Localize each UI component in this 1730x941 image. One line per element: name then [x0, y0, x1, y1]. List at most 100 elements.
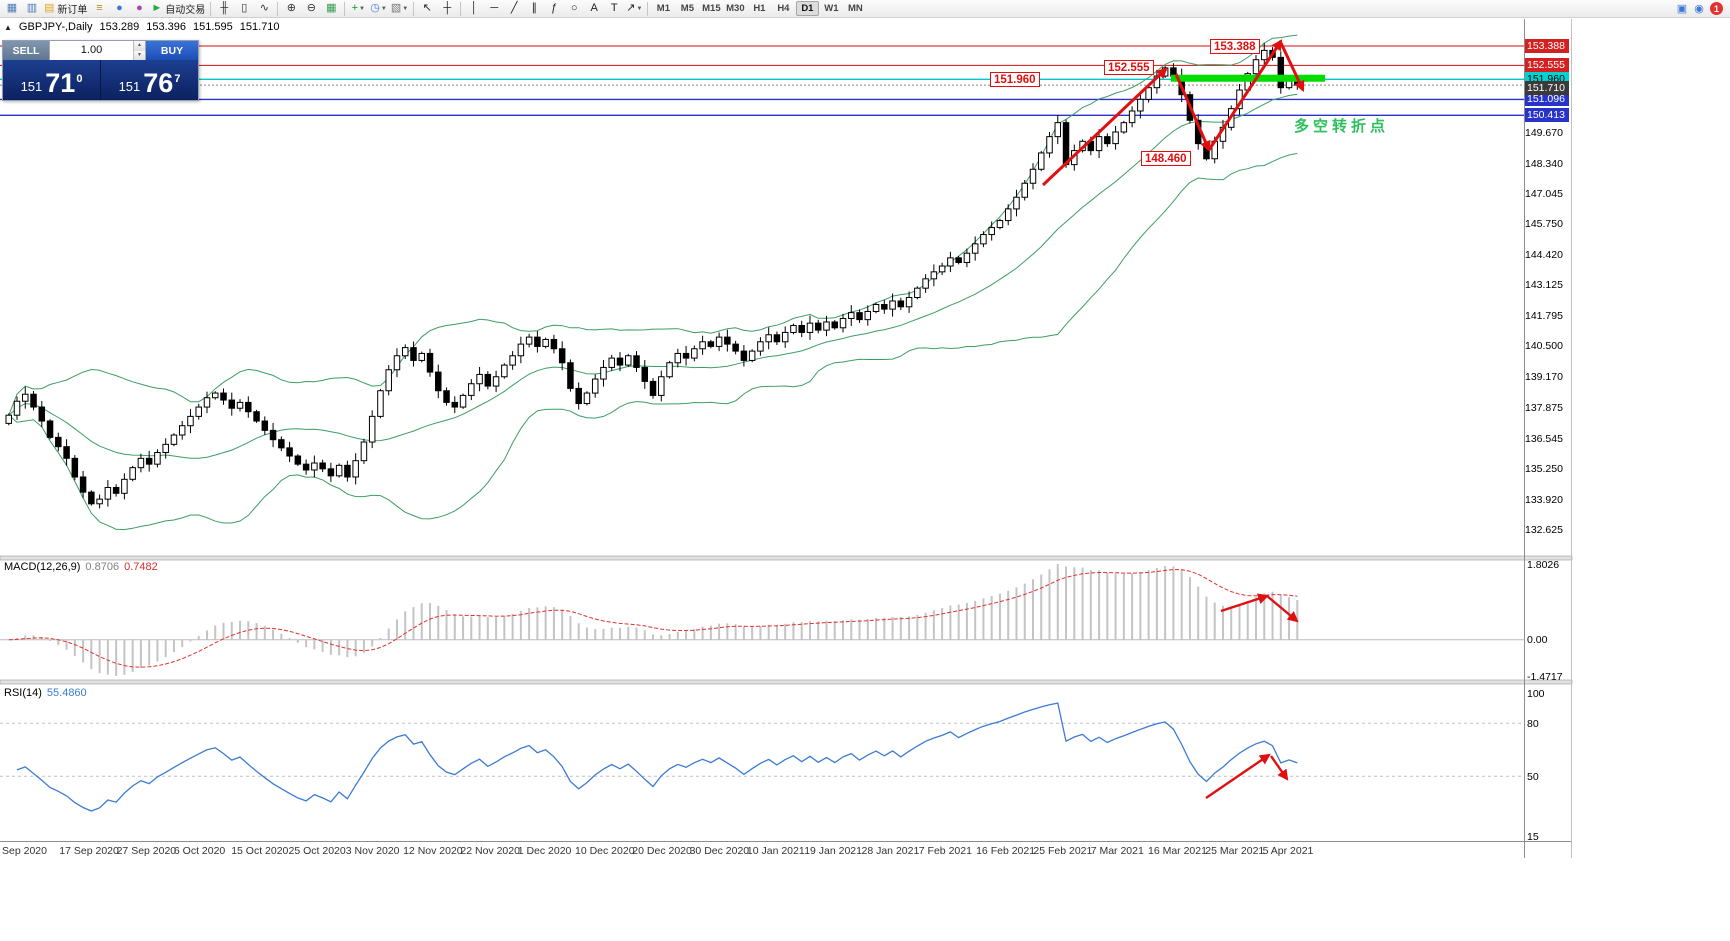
annotation-note[interactable]: 多空转折点	[1294, 118, 1390, 135]
arrows-icon: ↗	[626, 2, 636, 14]
candle-body	[897, 300, 905, 308]
candle-body	[1038, 152, 1045, 170]
macd-arrow[interactable]	[1220, 593, 1270, 613]
auto-trading-button-label: 自动交易	[165, 5, 206, 16]
depth-of-market-icon[interactable]: ≡	[89, 1, 109, 17]
bid-price[interactable]: 151 71 0	[3, 60, 100, 100]
candle-body	[848, 312, 855, 319]
bollinger-lower	[8, 152, 1298, 531]
metaquotes-community-icon[interactable]: ▣	[1676, 3, 1688, 15]
crosshair-icon[interactable]: ┼	[437, 1, 457, 17]
auto-trading-button[interactable]: ► 自动交易	[149, 1, 207, 17]
timeframe-h4[interactable]: H4	[777, 3, 790, 14]
candle-body	[691, 348, 698, 359]
timeframe-d1[interactable]: D1	[795, 1, 819, 16]
rsi-axis-label: 50	[1527, 771, 1539, 784]
candle-body	[443, 390, 450, 403]
arrows-icon[interactable]: ↗ ▼	[624, 1, 644, 17]
templates-icon[interactable]: ▧ ▼	[389, 1, 410, 17]
candle-body	[1013, 196, 1020, 210]
tile-windows-icon[interactable]: ▦	[321, 1, 341, 17]
notifications-icon[interactable]: ◉	[1694, 3, 1704, 15]
new-order-button[interactable]: ▤ 新订单	[42, 1, 89, 17]
terminal-icon[interactable]: ▦	[2, 1, 22, 17]
zoom-out-icon[interactable]: ⊖	[301, 1, 321, 17]
candle-body	[38, 406, 46, 422]
label-icon[interactable]: T	[604, 1, 624, 17]
trend-arrow[interactable]	[1207, 39, 1283, 151]
bar-chart-icon[interactable]: ╫	[214, 1, 234, 17]
candle-body	[641, 366, 649, 382]
timeframe-w1[interactable]: W1	[824, 3, 839, 14]
buy-button[interactable]: BUY	[146, 41, 198, 60]
candle-body	[311, 462, 318, 471]
candle-body	[831, 321, 838, 329]
community-icon[interactable]: ●	[129, 1, 149, 17]
sell-button[interactable]: SELL	[3, 41, 49, 60]
timeframe-h1[interactable]: H1	[753, 3, 766, 14]
fibonacci-icon[interactable]: ƒ	[544, 1, 564, 17]
trendline-icon[interactable]: ╱	[504, 1, 524, 17]
volume-field[interactable]: 1.00 ▲ ▼	[49, 41, 146, 60]
date-axis-label: 15 Oct 2020	[231, 845, 289, 857]
candlestick-chart-icon[interactable]: ▯	[234, 1, 254, 17]
price-axis-label: 141.795	[1525, 310, 1563, 323]
rsi-arrow[interactable]	[1270, 755, 1289, 781]
terminal-icon: ▦	[6, 2, 18, 14]
vertical-line-icon: │	[470, 2, 478, 14]
shapes-icon[interactable]: ○	[564, 1, 584, 17]
trend-arrow[interactable]	[1174, 73, 1211, 153]
timeframe-m1[interactable]: M1	[656, 3, 670, 14]
price-annotation-tag[interactable]: 152.555	[1104, 60, 1154, 75]
periods-icon[interactable]: ◷ ▼	[368, 1, 389, 17]
volume-value[interactable]: 1.00	[80, 44, 103, 56]
timeframe-mn[interactable]: MN	[848, 3, 863, 14]
trend-arrow[interactable]	[1041, 67, 1168, 187]
text-icon[interactable]: A	[584, 1, 604, 17]
candle-body	[872, 303, 880, 312]
price-axis-label: 139.170	[1525, 371, 1563, 384]
chats-icon[interactable]: ●	[109, 1, 129, 17]
vertical-line-icon[interactable]: │	[464, 1, 484, 17]
candle-body	[591, 378, 599, 394]
notification-badge[interactable]: 1	[1710, 2, 1723, 15]
date-axis-label: 30 Dec 2020	[689, 845, 750, 857]
macd-main-value: 0.8706	[85, 561, 120, 573]
market-watch-icon[interactable]: ▥	[22, 1, 42, 17]
volume-down-button[interactable]: ▼	[133, 50, 145, 60]
panel-separator[interactable]	[0, 555, 1573, 561]
candle-body	[881, 303, 888, 310]
candle-body	[302, 463, 310, 471]
candle-body	[517, 343, 525, 357]
candle-body	[55, 436, 62, 448]
candle-body	[435, 371, 442, 392]
timeframe-m15[interactable]: M15	[702, 3, 721, 14]
candle-body	[203, 397, 211, 408]
candle-body	[418, 352, 425, 361]
equidistant-channel-icon[interactable]: ∥	[524, 1, 544, 17]
line-chart-icon[interactable]: ∿	[254, 1, 274, 17]
trend-arrow[interactable]	[1279, 42, 1305, 92]
price-annotation-tag[interactable]: 153.388	[1210, 39, 1260, 54]
indicators-icon[interactable]: + ▼	[348, 1, 368, 17]
panel-separator[interactable]	[0, 679, 1573, 685]
chart-symbol-period: GBPJPY-,Daily	[18, 21, 93, 33]
rsi-arrow[interactable]	[1205, 753, 1271, 799]
ask-price[interactable]: 151 76 7	[101, 60, 198, 100]
volume-up-button[interactable]: ▲	[133, 41, 145, 51]
periods-icon: ◷	[370, 2, 380, 14]
cursor-icon[interactable]: ↖	[417, 1, 437, 17]
zoom-in-icon[interactable]: ⊕	[281, 1, 301, 17]
price-annotation-tag[interactable]: 151.960	[990, 72, 1040, 87]
horizontal-line-icon[interactable]: ─	[484, 1, 504, 17]
toolbar-separator	[277, 1, 279, 16]
candle-body	[492, 376, 500, 387]
timeframe-m30[interactable]: M30	[726, 3, 745, 14]
price-annotation-tag[interactable]: 148.460	[1141, 151, 1191, 166]
candle-body	[451, 401, 459, 408]
macd-arrow[interactable]	[1266, 595, 1299, 623]
candle-body	[575, 387, 582, 405]
timeframe-m5[interactable]: M5	[680, 3, 694, 14]
candle-body	[228, 399, 236, 409]
